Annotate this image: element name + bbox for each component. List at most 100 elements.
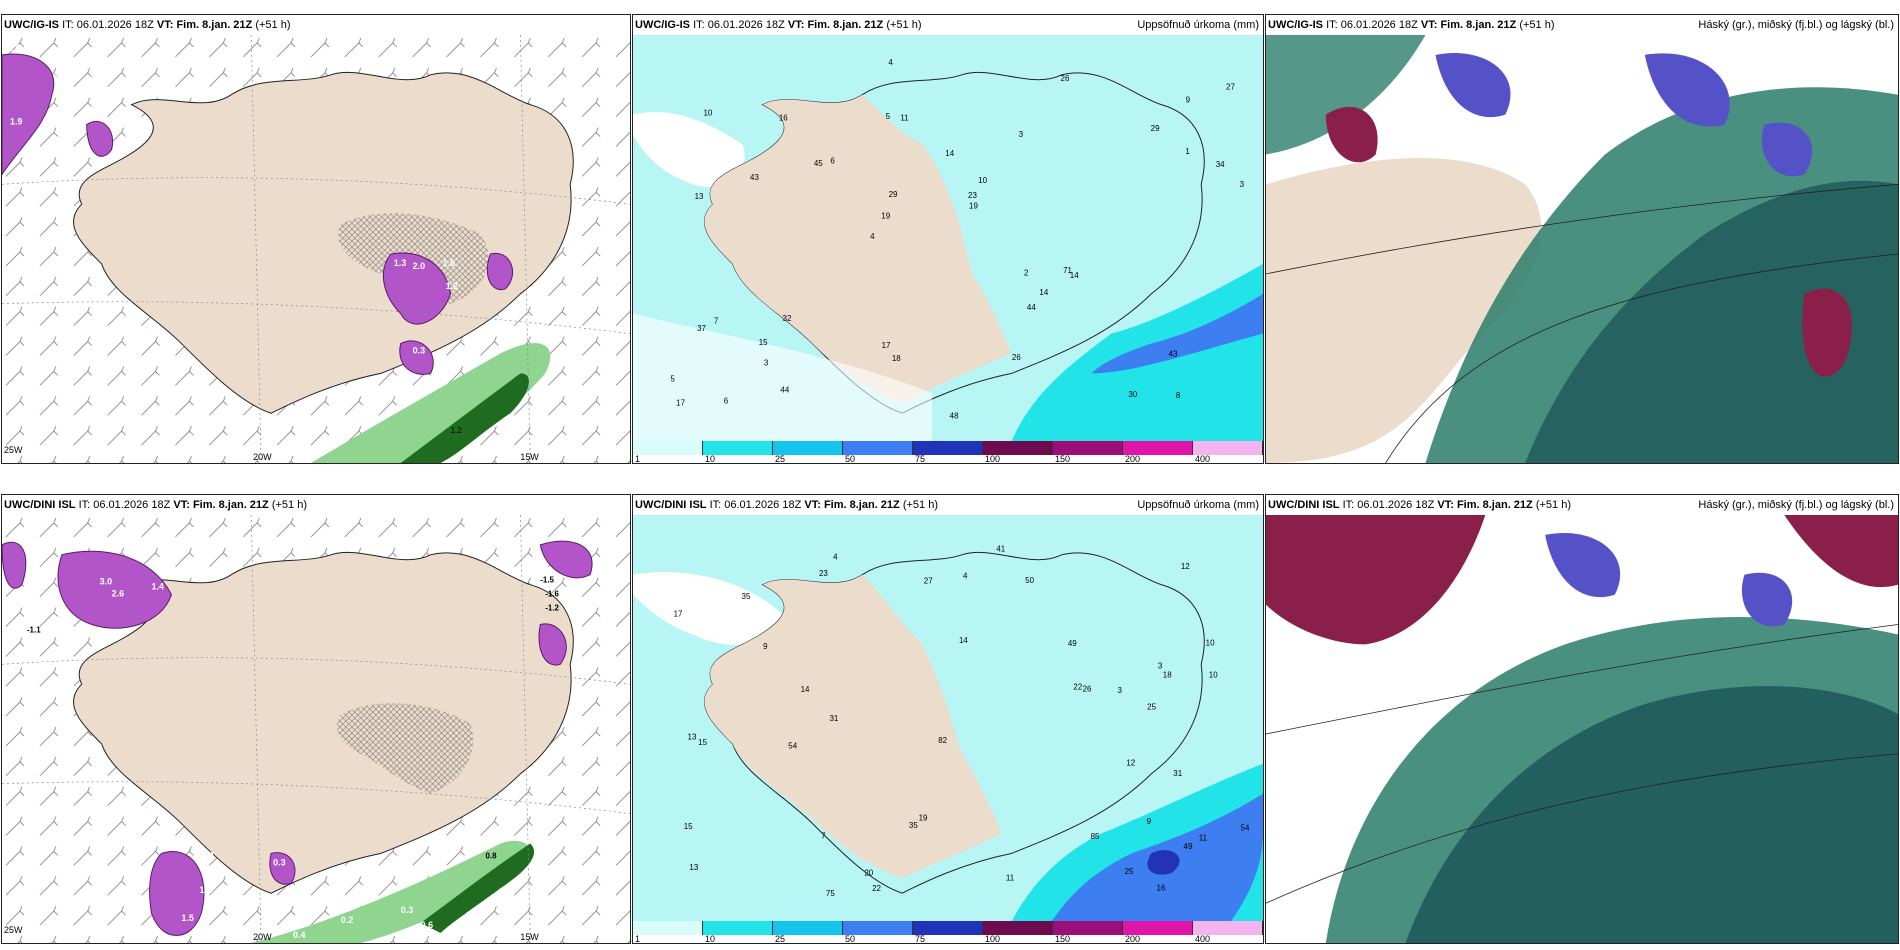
precip-value-label: 26	[1083, 685, 1092, 694]
panel-header: UWC/IG-IS IT: 06.01.2026 18Z VT: Fim. 8.…	[1266, 15, 1898, 35]
precip-value-label: 2	[1024, 269, 1029, 278]
precip-value-label: 31	[829, 714, 838, 723]
precip-value-label: 8	[1176, 391, 1181, 400]
precip-value-label: 15	[684, 822, 693, 831]
wind-value-label: 2.5	[54, 71, 66, 81]
wind-value-label: 0.3	[413, 346, 425, 356]
axis-label-20w: 20W	[253, 932, 272, 942]
precip-value-label: 50	[1025, 576, 1034, 585]
precip-value-label: 35	[742, 592, 751, 601]
legend-tick-label: 75	[915, 934, 926, 944]
vt-value: Fim. 8.jan. 21Z	[176, 19, 253, 31]
precip-value-label: 7	[714, 316, 719, 325]
it-label: IT:	[62, 19, 74, 31]
vt-value: Fim. 8.jan. 21Z	[1440, 19, 1517, 31]
precip-value-label: 6	[724, 397, 729, 406]
precip-value-label: 13	[695, 192, 704, 201]
precip-value-label: 9	[763, 642, 768, 651]
precip-value-label: 11	[1199, 834, 1208, 843]
panel-header: UWC/IG-IS IT: 06.01.2026 18Z VT: Fim. 8.…	[2, 15, 630, 35]
precip-map-svg: 9101114134371291017252215354923191813151…	[633, 515, 1263, 921]
wind-panel-top: UWC/IG-IS IT: 06.01.2026 18Z VT: Fim. 8.…	[1, 14, 631, 464]
legend-tick-label: 25	[775, 934, 786, 944]
wind-value-label: 1.2	[199, 885, 211, 895]
precip-value-label: 5	[886, 112, 891, 121]
legend-swatch	[1053, 921, 1123, 935]
cloud-map[interactable]	[1266, 515, 1898, 943]
precip-value-label: 48	[950, 411, 959, 420]
precip-value-label: 4	[888, 58, 893, 67]
precip-map[interactable]: 8 13 9 4 3 6 5 14 7 6 5 3 11 10 14 10 4 3 2 1 19 17 29 16 26 32 30…	[633, 35, 1263, 441]
legend-swatch	[773, 921, 843, 935]
legend-tick-label: 50	[845, 454, 856, 464]
panel-header: UWC/DINI ISL IT: 06.01.2026 18Z VT: Fim.…	[633, 495, 1263, 515]
precip-value-label: 30	[1128, 390, 1137, 399]
it-value: 06.01.2026 18Z	[76, 19, 154, 31]
lead-time: (+51 h)	[886, 19, 922, 31]
legend-tick-label: 200	[1125, 454, 1141, 464]
precip-value-label: 26	[1061, 74, 1070, 83]
precip-value-label: 17	[882, 341, 891, 350]
wind-value-label: 0.8	[485, 851, 497, 860]
wind-value-label: 1.3	[394, 258, 406, 268]
precip-value-label: 25	[1125, 867, 1134, 876]
legend-swatch	[773, 441, 843, 455]
legend-tick-label: 150	[1055, 454, 1071, 464]
precip-title: Uppsöfnuð úrkoma (mm)	[1137, 499, 1259, 511]
precip-value-label: 71	[1063, 266, 1072, 275]
legend-tick-label: 50	[845, 934, 856, 944]
it-label: IT:	[1342, 499, 1355, 511]
legend-swatch	[1193, 441, 1263, 455]
cloud-map[interactable]	[1266, 35, 1898, 463]
lead-time: (+51 h)	[1519, 19, 1555, 31]
legend-swatch	[1053, 441, 1123, 455]
precip-value-label: 75	[826, 889, 835, 898]
it-label: IT:	[1326, 19, 1338, 31]
legend-swatch	[913, 441, 983, 455]
precip-panel-bottom: UWC/DINI ISL IT: 06.01.2026 18Z VT: Fim.…	[632, 494, 1264, 944]
wind-value-label: -1.1	[27, 625, 41, 634]
precip-value-label: 4	[963, 571, 968, 580]
precip-value-label: 25	[1147, 703, 1156, 712]
precip-value-label: 13	[688, 733, 697, 742]
precip-value-label: 10	[1209, 670, 1218, 679]
wind-panel-bottom: UWC/DINI ISL IT: 06.01.2026 18Z VT: Fim.…	[1, 494, 631, 944]
wind-map-svg: 1.6 2.5 1.9 1.3 2.0 1.6 1.2 0.3 1.2 20W …	[2, 35, 630, 463]
wind-map[interactable]: 3.0 2.6 1.4 -1.1 -1.5 -1.6 -1.2 0.3 0.4 …	[2, 515, 630, 943]
precip-value-label: 16	[779, 113, 788, 122]
precip-value-label: 35	[909, 821, 918, 830]
vt-value: Fim. 8.jan. 21Z	[192, 499, 269, 511]
precip-value-label: 14	[1070, 271, 1079, 280]
precip-value-label: 19	[881, 212, 890, 221]
legend-tick-label: 10	[705, 454, 716, 464]
precip-value-label: 19	[919, 814, 928, 823]
precip-value-label: 22	[1073, 682, 1082, 691]
wind-value-label: 0.4	[293, 930, 305, 940]
wind-map-svg: 3.0 2.6 1.4 -1.1 -1.5 -1.6 -1.2 0.3 0.4 …	[2, 515, 630, 943]
wind-map[interactable]: 1.6 2.5 1.9 1.3 2.0 1.6 1.2 0.3 1.2 20W …	[2, 35, 630, 463]
precip-value-label: 18	[892, 354, 901, 363]
precip-value-label: 15	[698, 738, 707, 747]
precip-value-label: 5	[670, 374, 675, 383]
precip-value-label: 14	[1039, 288, 1048, 297]
wind-value-label: -1.6	[545, 590, 559, 599]
wind-value-label: 0.3	[401, 905, 413, 915]
precip-value-label: 4	[833, 552, 838, 561]
precip-value-label: 17	[674, 610, 683, 619]
precip-value-label: 9	[1186, 96, 1191, 105]
axis-label-20w: 20W	[253, 452, 272, 462]
precip-map[interactable]: 9 10 11 14 13 4 3 7 12 9 10 17 25 22 15 35 49 23 19 18 13 15 1…	[633, 515, 1263, 921]
iceland-land	[72, 551, 574, 894]
precip-value-label: 3	[1118, 686, 1123, 695]
it-label: IT:	[709, 499, 722, 511]
precip-value-label: 29	[889, 190, 898, 199]
axis-label-25w: 25W	[4, 925, 23, 935]
wind-value-label: 1.2	[451, 426, 463, 435]
legend-tick-label: 100	[985, 934, 1001, 944]
precip-value-label: 54	[1241, 824, 1250, 833]
cloud-title: Háský (gr.), miðský (fj.bl.) og lágský (…	[1698, 19, 1894, 31]
wind-value-label: 2.6	[112, 589, 124, 599]
precip-value-label: 9	[1147, 817, 1152, 826]
precip-value-label: 12	[1126, 759, 1135, 768]
cloud-map-svg	[1266, 515, 1898, 943]
